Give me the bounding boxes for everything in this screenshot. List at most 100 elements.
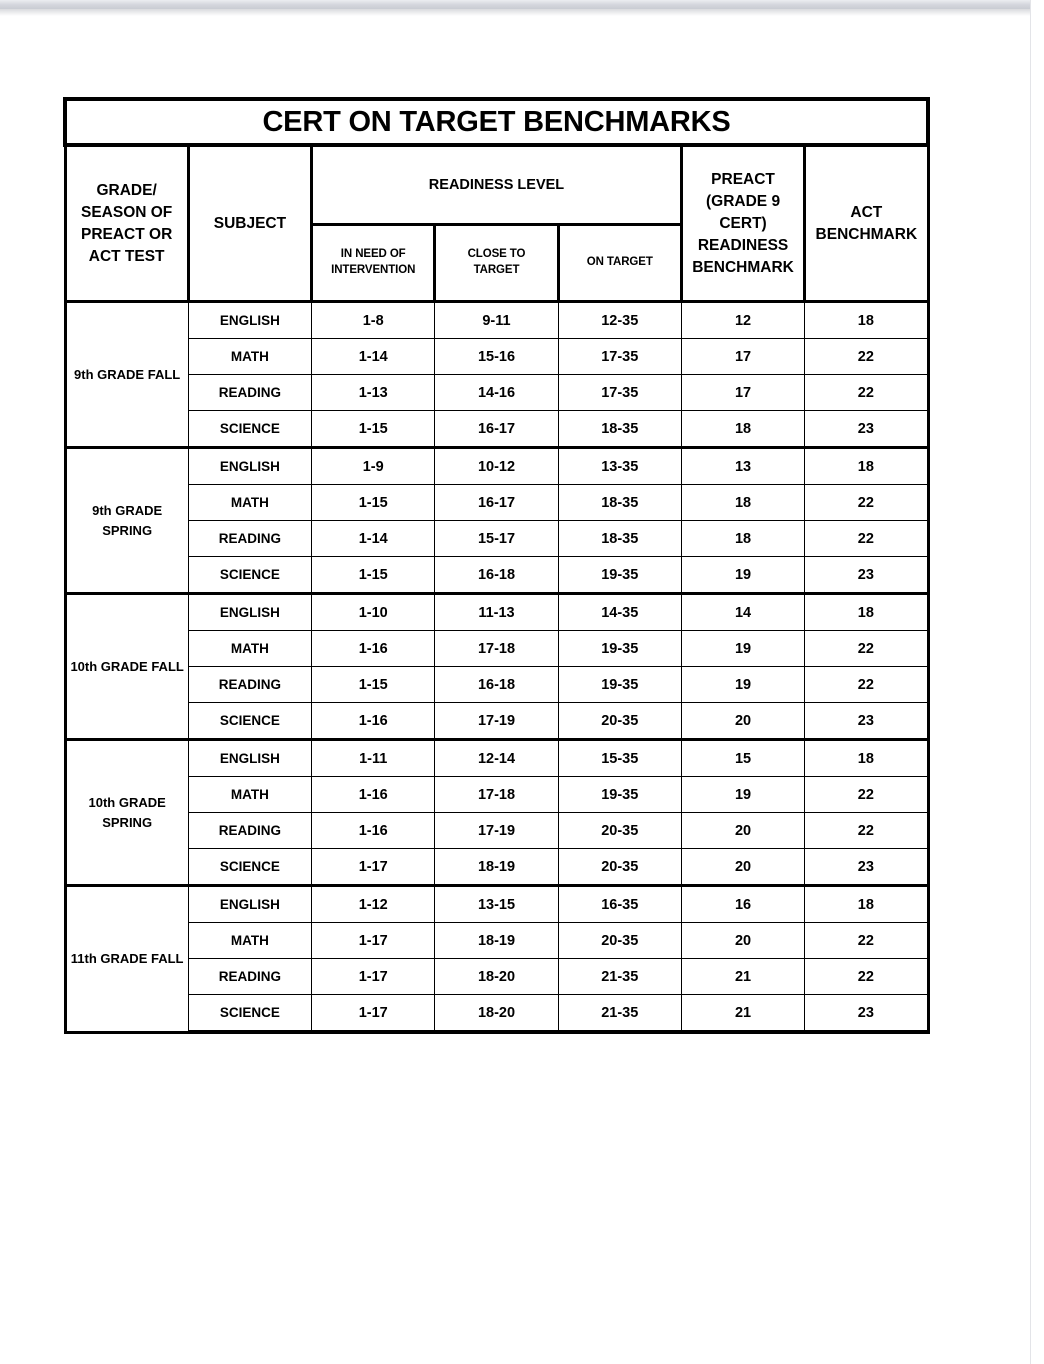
act-benchmark-cell: 18 <box>804 300 930 339</box>
close-to-target-cell: 16-18 <box>434 556 559 595</box>
header-close-line-1: CLOSE TO <box>467 248 526 261</box>
on-target-cell: 19-35 <box>557 776 682 813</box>
on-target-cell: 20-35 <box>557 812 682 849</box>
group-label-line: 10th GRADE <box>88 795 166 810</box>
in-need-of-intervention-cell: 1-11 <box>311 738 436 777</box>
preact-benchmark-cell: 20 <box>680 702 806 741</box>
act-benchmark-cell: 23 <box>804 556 930 595</box>
close-to-target-cell: 12-14 <box>434 738 559 777</box>
subject-cell: MATH <box>187 630 313 667</box>
in-need-of-intervention-cell: 1-17 <box>311 958 436 995</box>
preact-benchmark-cell: 19 <box>680 776 806 813</box>
in-need-of-intervention-cell: 1-12 <box>311 884 436 923</box>
group-label-line: 9th GRADE SPRING <box>92 503 163 538</box>
page-top-band <box>0 0 1030 9</box>
on-target-cell: 20-35 <box>557 848 682 887</box>
close-to-target-cell: 17-19 <box>434 812 559 849</box>
group-label-cell: 9th GRADE SPRING <box>63 446 189 595</box>
close-to-target-cell: 17-18 <box>434 630 559 667</box>
group-label-line: 10th GRADE FALL <box>70 658 184 674</box>
act-benchmark-cell: 22 <box>804 484 930 521</box>
close-to-target-cell: 16-17 <box>434 484 559 521</box>
table-row: READING 1-13 14-16 17-35 17 22 <box>65 374 930 411</box>
header-preact-readiness-benchmark: PREACT (GRADE 9 CERT) READINESS BENCHMAR… <box>679 143 807 303</box>
table-row: 9th GRADE FALL ENGLISH 1-8 9-11 12-35 12 18 <box>63 300 930 449</box>
header-row-secondary: IN NEED OF INTERVENTION CLOSE TO TARGET … <box>65 223 928 303</box>
close-to-target-cell: 13-15 <box>434 884 559 923</box>
subject-cell: SCIENCE <box>187 410 313 449</box>
on-target-cell: 15-35 <box>557 738 682 777</box>
header-act-line-1: ACT <box>850 203 883 221</box>
on-target-cell: 18-35 <box>557 520 682 557</box>
group-label-cell: 9th GRADE FALL <box>63 300 189 449</box>
table-row: 10th GRADE SPRING ENGLISH 1-11 12-14 15-35 15 1… <box>63 738 930 887</box>
subject-cell: MATH <box>187 484 313 521</box>
header-close-to-target: CLOSE TO TARGET <box>433 223 560 303</box>
in-need-of-intervention-cell: 1-16 <box>311 812 436 849</box>
close-to-target-cell: 16-17 <box>434 410 559 449</box>
header-act-benchmark: ACT BENCHMARK <box>803 143 930 303</box>
group-label-line: SPRING <box>102 814 153 830</box>
on-target-cell: 21-35 <box>557 958 682 995</box>
close-to-target-cell: 15-16 <box>434 338 559 375</box>
benchmarks-table: CERT ON TARGET BENCHMARKS GRADE/ SEASON … <box>63 97 930 1034</box>
subject-cell: ENGLISH <box>187 738 313 777</box>
header-preact-line-5: BENCHMARK <box>692 258 794 276</box>
table-row: SCIENCE 1-16 17-19 20-35 20 23 <box>65 702 930 741</box>
preact-benchmark-cell: 18 <box>680 410 806 449</box>
subject-cell: ENGLISH <box>187 592 313 631</box>
close-to-target-cell: 14-16 <box>434 374 559 411</box>
act-benchmark-cell: 23 <box>804 410 930 449</box>
in-need-of-intervention-cell: 1-17 <box>311 994 436 1034</box>
table-body: 9th GRADE FALL ENGLISH 1-8 9-11 12-35 12 18 MAT… <box>63 300 930 1034</box>
act-benchmark-cell: 23 <box>804 848 930 887</box>
close-to-target-cell: 9-11 <box>434 300 559 339</box>
subject-cell: SCIENCE <box>187 848 313 887</box>
preact-benchmark-cell: 17 <box>680 374 806 411</box>
act-benchmark-cell: 22 <box>804 812 930 849</box>
preact-benchmark-cell: 19 <box>680 666 806 703</box>
on-target-cell: 17-35 <box>557 338 682 375</box>
header-readiness-level: READINESS LEVEL <box>310 143 683 226</box>
preact-benchmark-cell: 21 <box>680 958 806 995</box>
in-need-of-intervention-cell: 1-15 <box>311 666 436 703</box>
in-need-of-intervention-cell: 1-15 <box>311 410 436 449</box>
on-target-cell: 20-35 <box>557 922 682 959</box>
title-row: CERT ON TARGET BENCHMARKS <box>63 97 930 147</box>
close-to-target-cell: 17-18 <box>434 776 559 813</box>
on-target-cell: 14-35 <box>557 592 682 631</box>
header-grade-season-line-1: GRADE/ <box>96 181 157 199</box>
table-row: MATH 1-15 16-17 18-35 18 22 <box>65 484 930 521</box>
table-row: 10th GRADE FALL ENGLISH 1-10 11-13 14-35 14 18 <box>63 592 930 741</box>
table-row: READING 1-14 15-17 18-35 18 22 <box>65 520 930 557</box>
in-need-of-intervention-cell: 1-17 <box>311 848 436 887</box>
close-to-target-cell: 10-12 <box>434 446 559 485</box>
on-target-cell: 20-35 <box>557 702 682 741</box>
subject-cell: READING <box>187 958 313 995</box>
subject-cell: ENGLISH <box>187 446 313 485</box>
in-need-of-intervention-cell: 1-16 <box>311 776 436 813</box>
subject-cell: SCIENCE <box>187 702 313 741</box>
in-need-of-intervention-cell: 1-9 <box>311 446 436 485</box>
in-need-of-intervention-cell: 1-13 <box>311 374 436 411</box>
preact-benchmark-cell: 16 <box>680 884 806 923</box>
table-row: MATH 1-14 15-16 17-35 17 22 <box>65 338 930 375</box>
header-in-need-line-1: IN NEED OF <box>340 248 406 261</box>
preact-benchmark-cell: 18 <box>680 484 806 521</box>
table-row: SCIENCE 1-15 16-17 18-35 18 23 <box>65 410 930 449</box>
subject-cell: ENGLISH <box>187 884 313 923</box>
subject-cell: READING <box>187 520 313 557</box>
act-benchmark-cell: 22 <box>804 520 930 557</box>
preact-benchmark-cell: 21 <box>680 994 806 1034</box>
close-to-target-cell: 18-20 <box>434 958 559 995</box>
header-subject: SUBJECT <box>186 143 314 303</box>
in-need-of-intervention-cell: 1-16 <box>311 630 436 667</box>
table-row: READING 1-16 17-19 20-35 20 22 <box>65 812 930 849</box>
header-close-line-2: TARGET <box>473 264 520 276</box>
subject-cell: MATH <box>187 776 313 813</box>
group-label-cell: 11th GRADE FALL <box>63 884 189 1034</box>
act-benchmark-cell: 22 <box>804 922 930 959</box>
header-grade-season-line-4: ACT TEST <box>88 247 165 265</box>
on-target-cell: 19-35 <box>557 630 682 667</box>
act-benchmark-cell: 22 <box>804 666 930 703</box>
